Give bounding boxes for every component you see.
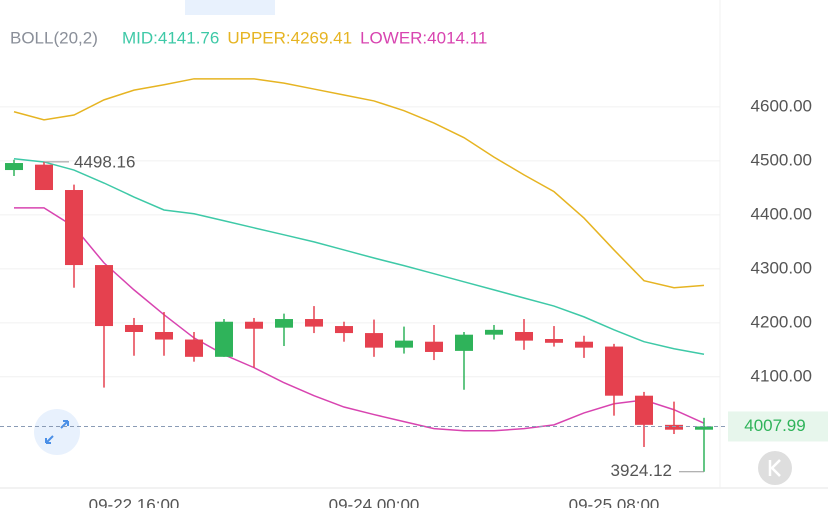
collapse-button[interactable] — [758, 451, 792, 485]
boll-line — [13, 78, 705, 289]
candle-body — [455, 334, 473, 351]
collapse-circle[interactable] — [758, 451, 792, 485]
y-tick-label: 4200.00 — [751, 312, 812, 331]
expand-icon — [45, 420, 69, 444]
indicator-value: MID:4141.76 — [122, 28, 219, 47]
collapse-icon — [768, 459, 781, 477]
tab-indicator[interactable] — [185, 0, 275, 15]
candle-body — [365, 333, 383, 348]
candle-body — [425, 341, 443, 352]
y-tick-label: 4600.00 — [751, 96, 812, 115]
current-price-label: 4007.99 — [744, 416, 805, 435]
indicator-value: UPPER:4269.41 — [227, 28, 352, 47]
candle-body — [155, 331, 173, 340]
candle-body — [185, 339, 203, 357]
current-price-box — [728, 411, 828, 442]
candle-body — [605, 346, 623, 396]
candle-body — [395, 340, 413, 348]
candle-body — [695, 426, 713, 430]
boll-line — [13, 157, 705, 355]
expand-circle[interactable] — [34, 409, 80, 455]
candle-body — [215, 321, 233, 357]
expand-button[interactable] — [34, 409, 80, 455]
y-tick-label: 4500.00 — [751, 150, 812, 169]
y-tick-label: 4300.00 — [751, 258, 812, 277]
y-tick-label: 4100.00 — [751, 366, 812, 385]
candle-body — [665, 424, 683, 430]
indicator-header: BOLL(20,2) MID:4141.76 UPPER:4269.41 LOWER… — [10, 28, 487, 47]
max-label: 4498.16 — [74, 152, 135, 171]
candle-body — [635, 395, 653, 425]
candle-body — [305, 319, 323, 327]
candle-body — [335, 326, 353, 334]
candle-body — [5, 163, 23, 171]
candle-body — [65, 190, 83, 266]
candle-body — [515, 331, 533, 341]
candle-body — [575, 341, 593, 348]
candle-body — [275, 319, 293, 328]
candle-body — [125, 324, 143, 332]
candle-body — [35, 164, 53, 191]
candle-body — [545, 339, 563, 343]
x-tick-label: 09-25 08:00 — [569, 495, 660, 508]
candle-body — [245, 321, 263, 329]
indicator-name: BOLL(20,2) — [10, 28, 98, 47]
y-tick-label: 4400.00 — [751, 204, 812, 223]
x-tick-label: 09-24 00:00 — [329, 495, 420, 508]
min-label: 3924.12 — [611, 461, 672, 480]
candle-body — [485, 329, 503, 335]
boll-line — [14, 207, 705, 432]
candle-body — [95, 265, 113, 327]
x-tick-label: 09-22 16:00 — [89, 495, 180, 508]
indicator-value: LOWER:4014.11 — [360, 28, 487, 47]
